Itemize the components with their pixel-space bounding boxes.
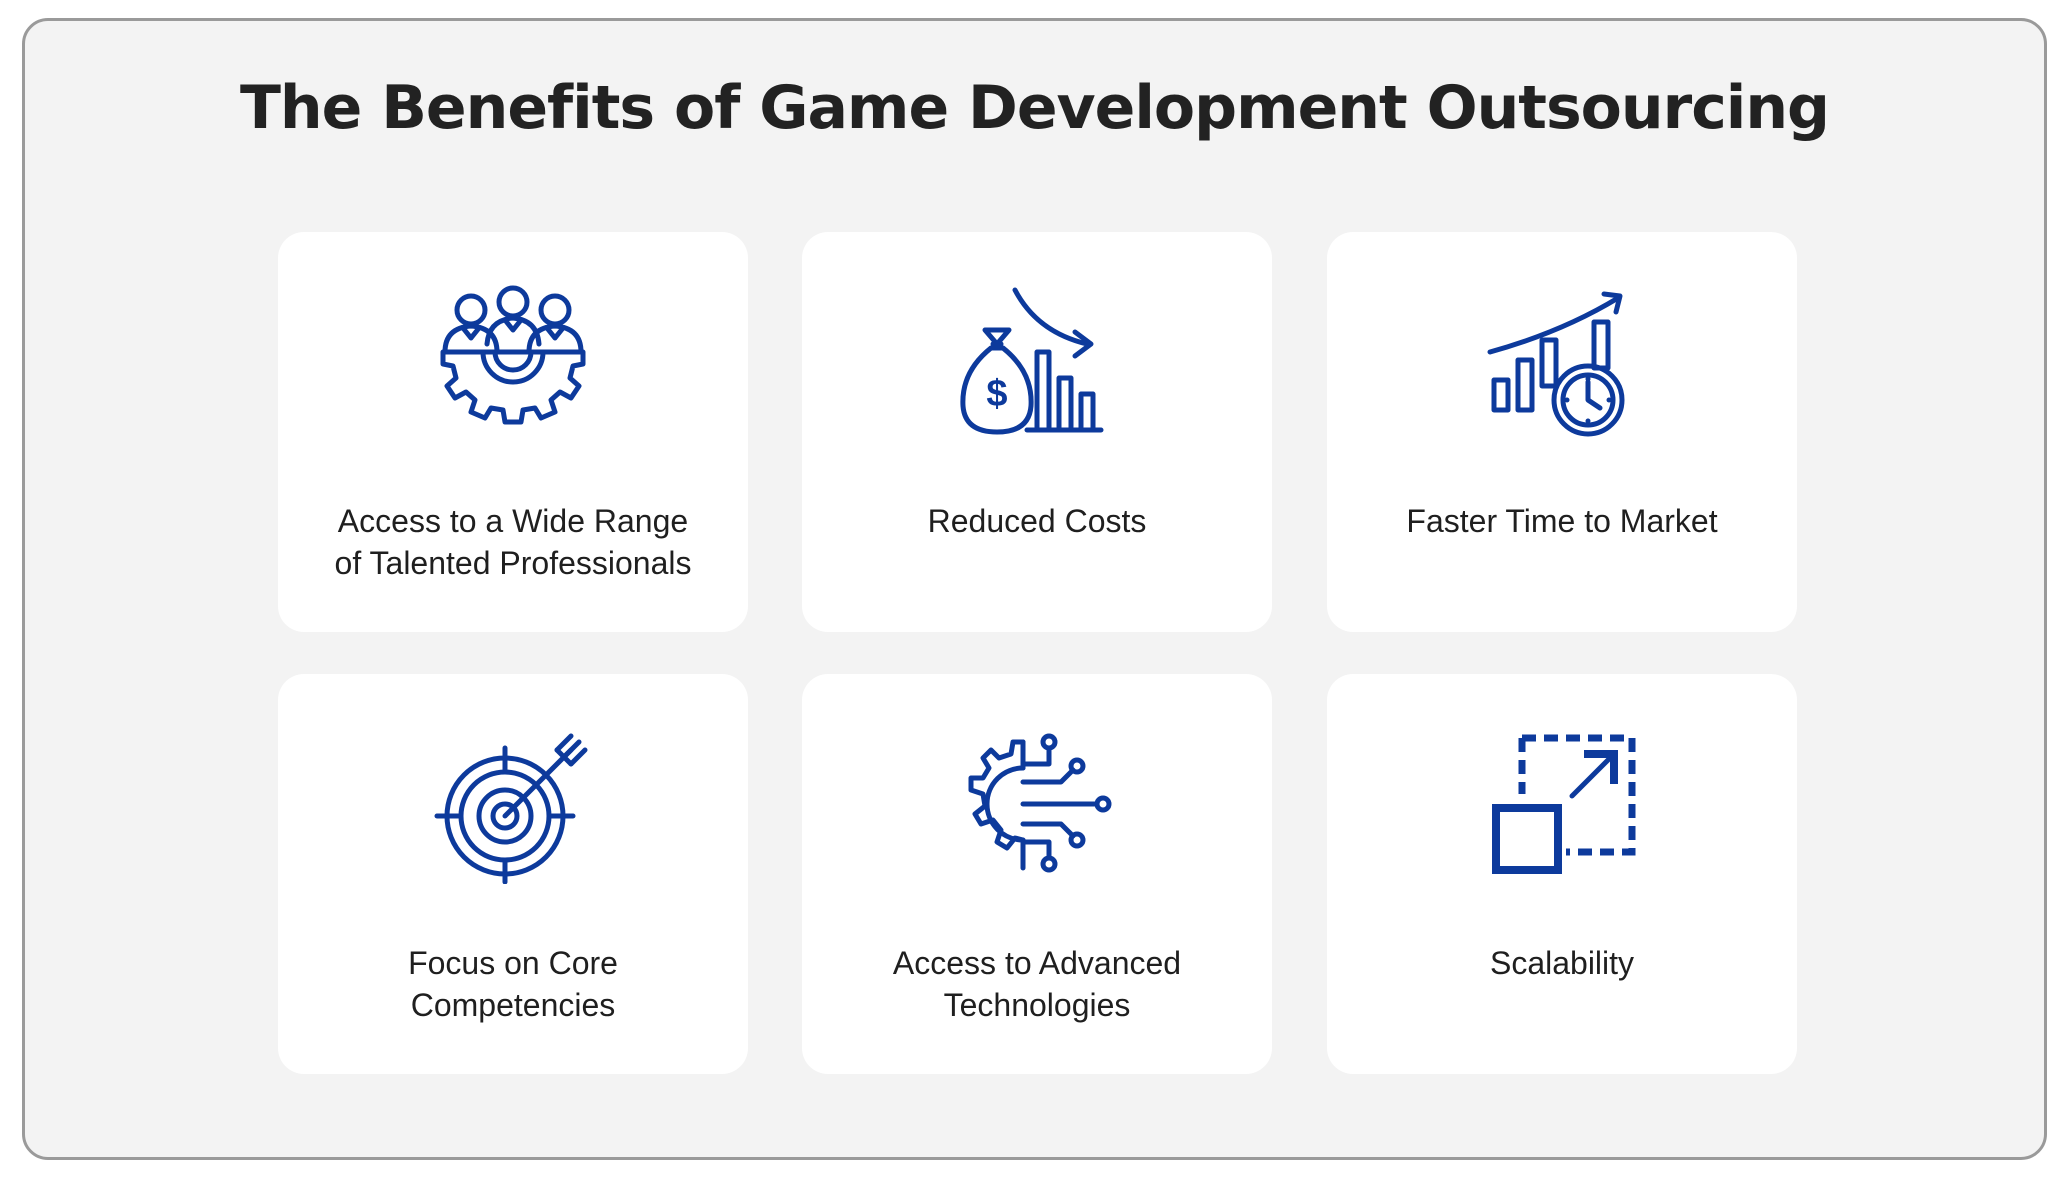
- card-label: Access to a Wide Range of Talented Profe…: [298, 500, 728, 584]
- card-label: Scalability: [1347, 942, 1777, 984]
- team-gear-icon: [440, 285, 586, 425]
- card-label: Access to Advanced Technologies: [822, 942, 1252, 1026]
- card-label: Faster Time to Market: [1347, 500, 1777, 542]
- card-label-line1: Faster Time to Market: [1406, 503, 1718, 539]
- benefit-card-technologies: Access to Advanced Technologies: [802, 674, 1272, 1074]
- benefit-card-reduced-costs: $ Reduced Costs: [802, 232, 1272, 632]
- card-label-line2: Competencies: [410, 987, 616, 1023]
- svg-text:$: $: [986, 373, 1007, 415]
- benefit-card-focus: Focus on Core Competencies: [278, 674, 748, 1074]
- card-label-line1: Reduced Costs: [927, 503, 1147, 539]
- benefit-card-talent: Access to a Wide Range of Talented Profe…: [278, 232, 748, 632]
- card-label-line1: Scalability: [1489, 945, 1635, 981]
- benefit-card-faster-time: Faster Time to Market: [1327, 232, 1797, 632]
- benefit-card-scalability: Scalability: [1327, 674, 1797, 1074]
- scale-up-icon: [1492, 734, 1636, 874]
- card-label: Focus on Core Competencies: [298, 942, 728, 1026]
- target-arrow-icon: [434, 733, 588, 884]
- card-label-line2: of Talented Professionals: [334, 545, 692, 581]
- card-label-line2: Technologies: [943, 987, 1131, 1023]
- card-label-line1: Focus on Core: [408, 945, 618, 981]
- card-label-line1: Access to a Wide Range: [337, 503, 689, 539]
- card-label-line1: Access to Advanced: [892, 945, 1182, 981]
- growth-chart-clock-icon: [1487, 291, 1625, 437]
- card-label: Reduced Costs: [822, 500, 1252, 542]
- page-title: The Benefits of Game Development Outsour…: [239, 73, 1830, 143]
- tech-gear-circuit-icon: [968, 733, 1112, 873]
- money-bag-decline-icon: $: [960, 287, 1104, 435]
